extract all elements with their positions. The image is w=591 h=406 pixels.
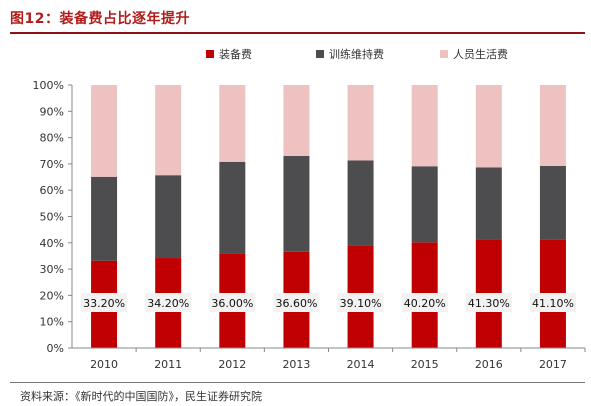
- data-label-box: [209, 293, 256, 312]
- y-tick-label: 0%: [47, 342, 64, 355]
- y-tick-label: 90%: [40, 105, 64, 118]
- data-label-box: [145, 293, 192, 312]
- bar-2011-series-3: [155, 85, 182, 176]
- title-underline: [10, 32, 585, 34]
- bar-2013-series-3: [283, 85, 310, 157]
- bar-2012-series-2: [219, 161, 246, 254]
- figure-title: 图12：装备费占比逐年提升: [10, 11, 190, 27]
- y-tick-label: 30%: [40, 263, 64, 276]
- data-label: 41.30%: [468, 297, 510, 310]
- bar-2017-series-3: [539, 85, 566, 167]
- bar-2015-series-2: [411, 166, 438, 243]
- data-label-box: [81, 293, 128, 312]
- data-label-box: [465, 293, 512, 312]
- data-label: 36.60%: [275, 297, 317, 310]
- y-tick-label: 80%: [40, 132, 64, 145]
- x-tick-label: 2017: [539, 358, 567, 371]
- bar-2012-series-3: [219, 85, 246, 162]
- x-axis: 2010 2011 2012 2013 2014 2015 2016 2017: [72, 347, 586, 371]
- data-label: 41.10%: [532, 297, 574, 310]
- legend-label-3: 人员生活费: [453, 47, 508, 61]
- y-axis: 0% 10% 20% 30% 40% 50% 60% 70% 80% 90% 100%: [33, 79, 73, 355]
- x-tick-label: 2011: [154, 358, 182, 371]
- legend-swatch-3: [440, 50, 448, 58]
- y-tick-label: 10%: [40, 316, 64, 329]
- footer-rule: [10, 382, 585, 383]
- y-tick-label: 20%: [40, 289, 64, 302]
- bar-2016-series-3: [475, 85, 502, 168]
- y-tick-label: 60%: [40, 184, 64, 197]
- y-tick-label: 50%: [40, 211, 64, 224]
- y-tick-label: 70%: [40, 158, 64, 171]
- data-label-box: [337, 293, 384, 312]
- bar-2017-series-2: [539, 166, 566, 240]
- data-label: 34.20%: [147, 297, 189, 310]
- data-label-box: [401, 293, 448, 312]
- legend-label-1: 装备费: [219, 47, 252, 61]
- bar-2015-series-3: [411, 85, 438, 167]
- data-labels: 33.20% 34.20% 36.00% 36.60% 39.10% 40.20% 41.3…: [81, 293, 576, 312]
- y-tick-label: 40%: [40, 237, 64, 250]
- x-tick-label: 2016: [475, 358, 503, 371]
- x-tick-label: 2013: [282, 358, 310, 371]
- bar-2014-series-3: [347, 85, 374, 161]
- y-tick-label: 100%: [33, 79, 64, 92]
- data-label: 36.00%: [211, 297, 253, 310]
- x-tick-label: 2014: [347, 358, 375, 371]
- legend-label-2: 训练维持费: [329, 47, 384, 61]
- bar-2010-series-3: [91, 85, 118, 177]
- bar-2014-series-2: [347, 160, 374, 246]
- data-label: 33.20%: [83, 297, 125, 310]
- bar-2011-series-2: [155, 175, 182, 259]
- x-tick-label: 2015: [411, 358, 439, 371]
- data-label-box: [529, 293, 576, 312]
- bar-2013-series-2: [283, 156, 310, 252]
- data-label: 39.10%: [340, 297, 382, 310]
- bar-2016-series-2: [475, 167, 502, 240]
- legend-swatch-1: [206, 50, 214, 58]
- source-note: 资料来源：《新时代的中国国防》，民生证券研究院: [20, 390, 262, 403]
- x-tick-label: 2010: [90, 358, 118, 371]
- legend: 装备费 训练维持费 人员生活费: [206, 47, 508, 61]
- x-tick-label: 2012: [218, 358, 246, 371]
- bar-2010-series-2: [91, 176, 118, 261]
- legend-swatch-2: [316, 50, 324, 58]
- data-label-box: [273, 293, 320, 312]
- data-label: 40.20%: [404, 297, 446, 310]
